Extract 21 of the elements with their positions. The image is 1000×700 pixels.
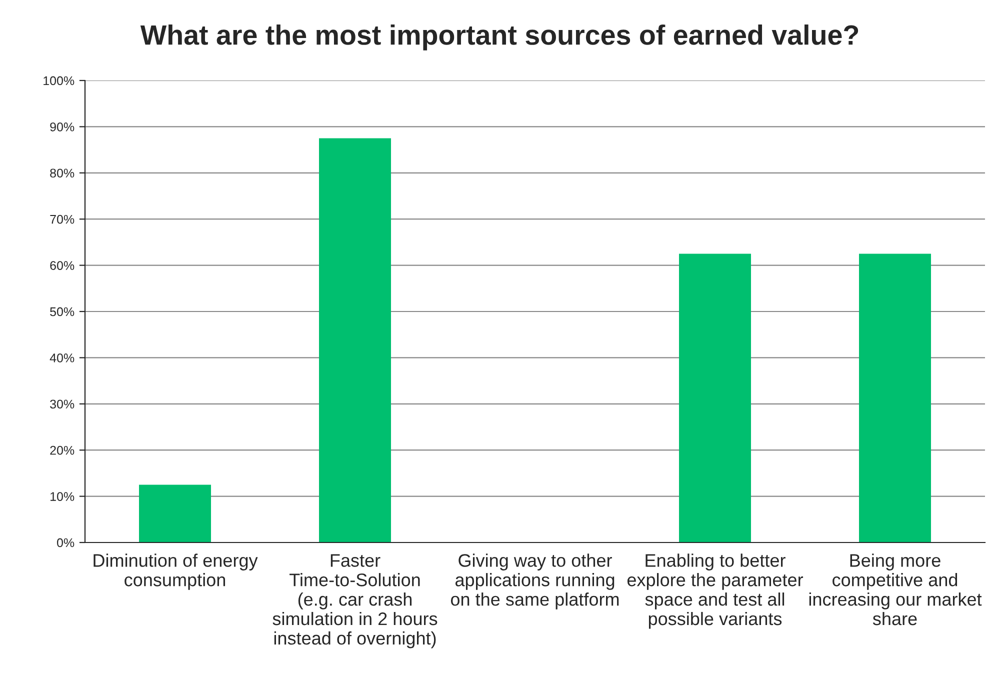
y-tick-label: 70% (50, 214, 74, 224)
y-tick-label: 0% (57, 538, 74, 548)
x-tick-label: Being more competitive and increasing our market share (809, 554, 982, 626)
y-tick-label: 30% (50, 400, 74, 409)
y-tick-label: 50% (50, 307, 74, 316)
y-tick-label: 20% (50, 446, 74, 455)
y-tick-label: 80% (50, 168, 74, 178)
bar (679, 254, 751, 542)
y-tick-label: 100% (44, 76, 74, 86)
x-tick-label: Diminution of energy consumption (94, 554, 258, 590)
chart-title: What are the most important sources of earned value? (140, 24, 858, 50)
x-tick-label: Giving way to other applications running on the same platform (450, 554, 619, 610)
y-tick-label: 90% (50, 122, 74, 132)
x-tick-label: Faster Time-to-Solution (e.g. car crash simulation in 2 hours instead of overnight) (272, 554, 438, 648)
bar (319, 138, 391, 542)
y-tick-label: 40% (50, 354, 74, 362)
bar (859, 254, 931, 542)
y-tick-label: 60% (50, 261, 74, 270)
x-tick-label: Enabling to better explore the parameter space and test all possible variants (627, 554, 804, 629)
y-tick-label: 10% (50, 492, 74, 501)
bar (139, 484, 211, 542)
